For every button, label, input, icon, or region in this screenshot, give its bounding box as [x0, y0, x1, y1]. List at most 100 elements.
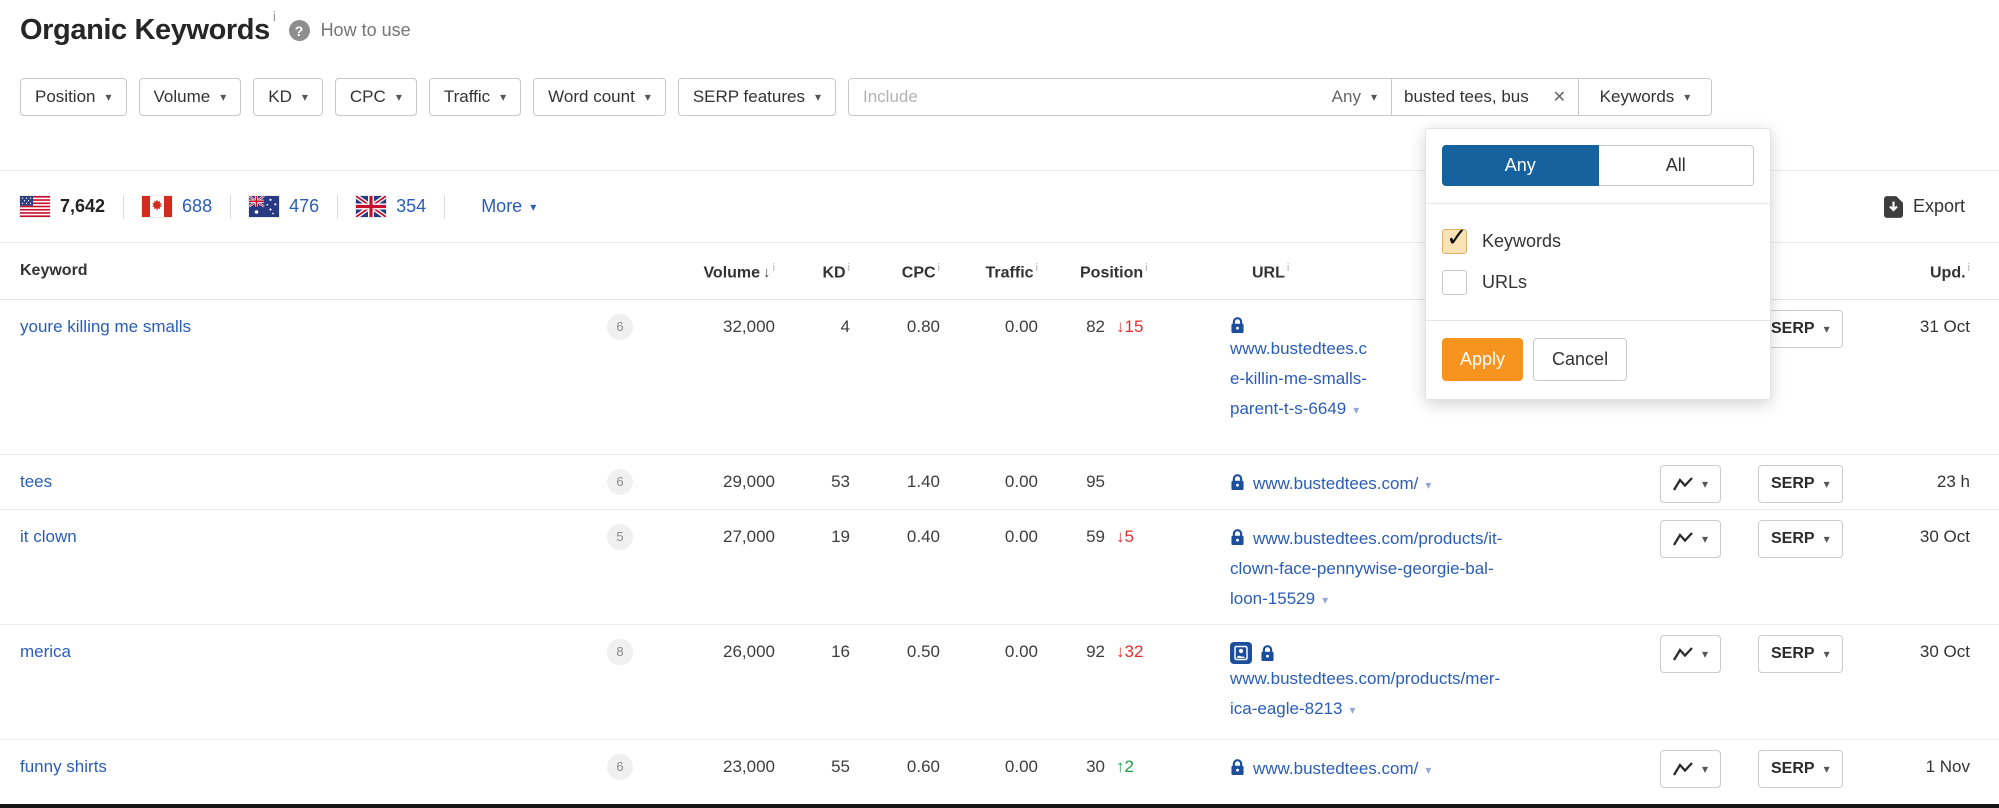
info-icon: i [1967, 262, 1970, 274]
header-updated[interactable]: Upd. i [1930, 262, 1970, 282]
include-scope-dropdown[interactable]: Keywords ▾ [1578, 78, 1712, 116]
filter-button-position[interactable]: Position ▾ [20, 78, 127, 116]
keyword-link[interactable]: funny shirts [20, 757, 107, 776]
header-url[interactable]: URL i [1252, 262, 1290, 282]
serp-button[interactable]: SERP ▾ [1758, 750, 1843, 788]
keyword-link[interactable]: it clown [20, 527, 77, 546]
export-button[interactable]: Export [1883, 195, 1965, 218]
unchecked-checkbox[interactable] [1442, 270, 1467, 295]
url-link[interactable]: www.bustedtees.com/ [1253, 474, 1419, 493]
url-expand-caret-icon[interactable]: ▾ [1322, 593, 1329, 607]
url-line: loon-15529 ▾ [1230, 584, 1650, 615]
header-cpc[interactable]: CPC i [901, 262, 940, 282]
filter-button-traffic[interactable]: Traffic ▾ [428, 78, 522, 116]
position-cell: 59 [1086, 527, 1105, 546]
position-history-chart-icon [1673, 476, 1693, 491]
country-stat-gb[interactable]: 354 [356, 196, 426, 217]
image-thumbnail-icon[interactable] [1230, 642, 1252, 664]
position-history-button[interactable]: ▾ [1660, 465, 1722, 503]
filter-button-word-count[interactable]: Word count ▾ [533, 78, 666, 116]
country-stat-ca[interactable]: 688 [142, 196, 212, 217]
serp-button[interactable]: SERP ▾ [1758, 520, 1843, 558]
cancel-button[interactable]: Cancel [1533, 338, 1628, 381]
include-input[interactable]: Include Any ▾ [848, 78, 1392, 116]
table-row: tees 6 29,000 53 1.40 0.00 95 www.bustedtees.co… [0, 455, 1999, 510]
url-link[interactable]: e-killin-me-smalls- [1230, 369, 1367, 388]
more-countries-dropdown[interactable]: More ▾ [481, 196, 536, 217]
url-link[interactable]: www.bustedtees.c [1230, 339, 1368, 358]
cpc-cell: 1.40 [906, 472, 940, 491]
country-count: 7,642 [60, 196, 106, 216]
serp-button[interactable]: SERP ▾ [1758, 635, 1843, 673]
how-to-use-link[interactable]: How to use [320, 20, 411, 40]
url-expand-caret-icon[interactable]: ▾ [1353, 403, 1360, 417]
https-lock-icon [1231, 529, 1244, 546]
checked-checkbox[interactable] [1442, 222, 1468, 254]
url-link[interactable]: www.bustedtees.com/ [1253, 759, 1419, 778]
badge-value: 8 [607, 639, 633, 665]
url-link[interactable]: loon-15529 [1230, 589, 1316, 608]
remove-tag-icon[interactable]: ✕ [1552, 89, 1566, 106]
header-traffic[interactable]: Traffic i [985, 262, 1038, 282]
header-volume[interactable]: Volume ↓ i [703, 262, 775, 282]
filter-button-serp-features[interactable]: SERP features ▾ [677, 78, 836, 116]
url-cell: www.bustedtees.com/ ▾ [1230, 469, 1650, 500]
keyword-count-badge: 8 [600, 639, 640, 665]
keyword-count-badge: 6 [600, 754, 640, 780]
filter-button-label: CPC [349, 87, 386, 106]
filter-button-volume[interactable]: Volume ▾ [138, 78, 242, 116]
au-flag-icon [249, 196, 280, 217]
chevron-down-icon: ▾ [1823, 322, 1830, 336]
url-link[interactable]: parent-t-s-6649 [1230, 399, 1347, 418]
apply-button[interactable]: Apply [1442, 338, 1524, 381]
url-link[interactable]: ica-eagle-8213 [1230, 699, 1343, 718]
chevron-down-icon: ▾ [1823, 532, 1830, 546]
chevron-down-icon: ▾ [644, 90, 651, 104]
https-lock-icon [1231, 317, 1244, 334]
url-link[interactable]: clown-face-pennywise-georgie-bal- [1230, 559, 1494, 578]
page-title: Organic Keywords i [20, 8, 276, 46]
updated-cell: 30 Oct [1919, 527, 1970, 546]
country-stat-us[interactable]: 7,642 [20, 196, 105, 217]
chevron-down-icon: ▾ [395, 90, 402, 104]
position-history-button[interactable]: ▾ [1660, 520, 1722, 558]
include-mode-value: Any [1331, 87, 1361, 106]
position-cell: 95 [1086, 472, 1105, 491]
checkbox-option-urls[interactable]: URLs [1426, 262, 1770, 303]
header-keyword[interactable]: Keyword [20, 262, 88, 279]
url-link[interactable]: www.bustedtees.com/products/it- [1253, 529, 1503, 548]
header-kd[interactable]: KD i [822, 262, 850, 282]
keyword-cell: youre killing me smalls [20, 317, 191, 337]
toggle-option-all[interactable]: All [1598, 145, 1754, 186]
position-history-button[interactable]: ▾ [1660, 635, 1722, 673]
url-link[interactable]: www.bustedtees.com/products/mer- [1230, 669, 1501, 688]
header-position[interactable]: Position i [1080, 262, 1148, 282]
serp-button[interactable]: SERP ▾ [1758, 465, 1843, 503]
include-tag[interactable]: busted tees, bus ✕ [1391, 78, 1579, 116]
serp-button[interactable]: SERP ▾ [1758, 310, 1843, 348]
include-tag-text: busted tees, bus [1404, 87, 1529, 106]
chevron-down-icon: ▾ [105, 90, 112, 104]
filter-button-kd[interactable]: KD ▾ [253, 78, 323, 116]
traffic-cell: 0.00 [1004, 527, 1038, 546]
toggle-option-any[interactable]: Any [1442, 145, 1599, 186]
position-history-chart-icon [1673, 646, 1693, 661]
url-expand-caret-icon[interactable]: ▾ [1349, 703, 1356, 717]
cpc-cell: 0.40 [906, 527, 940, 546]
help-icon[interactable]: ? [288, 20, 310, 41]
keyword-link[interactable]: youre killing me smalls [20, 317, 191, 336]
country-stat-au[interactable]: 476 [249, 196, 319, 217]
url-expand-caret-icon[interactable]: ▾ [1425, 478, 1432, 492]
keyword-link[interactable]: merica [20, 642, 72, 661]
position-history-button[interactable]: ▾ [1660, 750, 1722, 788]
include-mode-dropdown[interactable]: Any ▾ [1332, 87, 1377, 107]
info-icon: i [1286, 262, 1290, 274]
checkbox-option-keywords[interactable]: Keywords [1426, 221, 1770, 262]
filter-button-cpc[interactable]: CPC ▾ [334, 78, 417, 116]
url-expand-caret-icon[interactable]: ▾ [1425, 763, 1432, 777]
url-cell: www.bustedtees.c e-killin-me-smalls-paren… [1230, 314, 1650, 425]
volume-cell: 32,000 [723, 317, 775, 336]
keyword-link[interactable]: tees [20, 472, 53, 491]
chevron-down-icon: ▾ [1823, 647, 1830, 661]
include-placeholder: Include [863, 87, 918, 106]
